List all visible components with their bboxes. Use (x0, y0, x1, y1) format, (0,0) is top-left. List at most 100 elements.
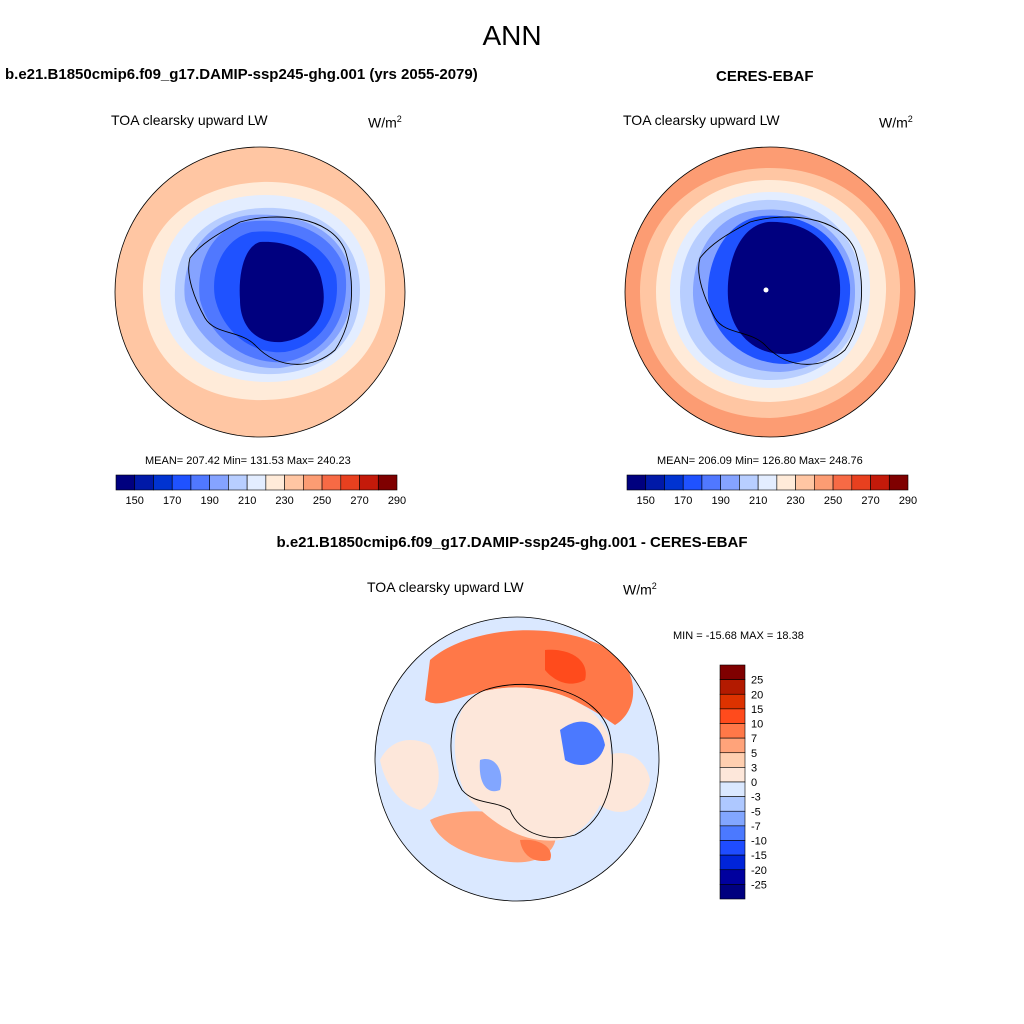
model-colorbar-tick-label: 290 (388, 495, 406, 507)
diff-colorbar-tick-label: 3 (751, 762, 757, 774)
obs-map-border (624, 146, 916, 438)
obs-colorbar-box (870, 474, 890, 491)
model-colorbar-box (153, 474, 173, 491)
model-colorbar-tick-label: 150 (126, 495, 144, 507)
diff-colorbar-tick-label: 15 (751, 704, 763, 716)
diff-map-cool-east (560, 721, 605, 765)
obs-colorbar-tick-label: 250 (824, 495, 842, 507)
obs-colorbar-box (701, 474, 721, 491)
obs-colorbar-box (776, 474, 796, 491)
obs-colorbar-tick-label: 290 (899, 495, 917, 507)
model-colorbar-box (190, 474, 210, 491)
diff-polar-map (375, 617, 659, 901)
diff-variable-label: TOA clearsky upward LW (367, 579, 524, 595)
obs-colorbar-box (739, 474, 759, 491)
diff-colorbar-tick-label: -3 (751, 792, 761, 804)
diff-units-label: W/m2 (623, 581, 657, 598)
model-colorbar-tick-label: 190 (200, 495, 218, 507)
diff-colorbar-box (719, 752, 746, 768)
diff-map-warm-band (425, 630, 634, 725)
model-panel-title: b.e21.B1850cmip6.f09_g17.DAMIP-ssp245-gh… (5, 66, 478, 83)
diff-colorbar-tick-label: -25 (751, 879, 767, 891)
model-colorbar-box (228, 474, 248, 491)
diff-colorbar-tick-label: 7 (751, 733, 757, 745)
diff-colorbar-box (719, 810, 746, 827)
diff-colorbar-box (719, 840, 746, 856)
diff-colorbar-box (719, 825, 746, 841)
obs-colorbar-box (851, 474, 871, 491)
obs-polar-map (625, 147, 915, 437)
diff-colorbar-box (719, 854, 746, 871)
model-colorbar-box (171, 474, 192, 491)
diff-colorbar-box (719, 781, 746, 797)
diff-map-warm-core (545, 649, 586, 684)
model-colorbar-box (115, 474, 136, 491)
model-colorbar-tick-label: 170 (163, 495, 181, 507)
model-polar-map (115, 147, 405, 437)
diff-map-cool-west (479, 759, 502, 792)
model-colorbar-box (209, 474, 229, 491)
diff-colorbar-box (719, 767, 746, 783)
diff-colorbar-box (719, 723, 746, 739)
diff-colorbar-box (719, 679, 746, 695)
diff-colorbar-tick-label: -10 (751, 836, 767, 848)
diff-stats: MIN = -15.68 MAX = 18.38 (673, 630, 804, 642)
model-colorbar-box (303, 474, 323, 491)
model-colorbar-tick-label: 270 (350, 495, 368, 507)
diff-colorbar-box (719, 884, 746, 900)
diff-colorbar: 25 20 15 10 7 5 3 0 -3 -5 -7 -10 -15 -20 -25 (719, 664, 767, 900)
diff-colorbar-tick-label: 5 (751, 748, 757, 760)
model-colorbar-box (134, 474, 154, 491)
obs-colorbar-tick-label: 230 (786, 495, 804, 507)
obs-stats: MEAN= 206.09 Min= 126.80 Max= 248.76 (657, 455, 863, 467)
obs-colorbar-box (645, 474, 665, 491)
diff-map-border (374, 616, 660, 902)
obs-variable-label: TOA clearsky upward LW (623, 112, 780, 128)
obs-units-label: W/m2 (879, 114, 913, 131)
diff-colorbar-tick-label: -5 (751, 806, 761, 818)
obs-colorbar-tick-label: 190 (711, 495, 729, 507)
diff-colorbar-tick-label: -20 (751, 865, 767, 877)
model-map-coastline (188, 216, 352, 365)
obs-colorbar-tick-label: 170 (674, 495, 692, 507)
obs-colorbar-box (757, 474, 778, 491)
model-colorbar-box (359, 474, 379, 491)
obs-colorbar-box (682, 474, 703, 491)
model-stats: MEAN= 207.42 Min= 131.53 Max= 240.23 (145, 455, 351, 467)
model-colorbar-tick-label: 230 (275, 495, 293, 507)
obs-colorbar-tick-label: 210 (749, 495, 767, 507)
diff-colorbar-box (719, 664, 746, 680)
model-colorbar-tick-label: 210 (238, 495, 256, 507)
obs-colorbar-box (832, 474, 853, 491)
obs-map-coastline (698, 216, 862, 365)
diff-colorbar-box (719, 693, 746, 710)
obs-map-pole-marker (763, 287, 769, 293)
obs-colorbar-tick-label: 150 (637, 495, 655, 507)
model-colorbar-box (340, 474, 360, 491)
diff-colorbar-tick-label: -15 (751, 850, 767, 862)
obs-colorbar-tick-label: 270 (861, 495, 879, 507)
obs-colorbar: 150 170 190 210 230 250 270 290 (626, 474, 917, 507)
obs-colorbar-box (814, 474, 834, 491)
diff-colorbar-tick-label: 25 (751, 675, 763, 687)
model-colorbar-box (284, 474, 304, 491)
model-colorbar-box (246, 474, 267, 491)
diff-colorbar-tick-label: 20 (751, 689, 763, 701)
obs-map-core (727, 221, 841, 355)
diff-map-pale-west (380, 740, 439, 810)
diff-colorbar-tick-label: 10 (751, 719, 763, 731)
obs-colorbar-box (888, 474, 909, 491)
obs-colorbar-box (664, 474, 684, 491)
obs-colorbar-box (626, 474, 647, 491)
model-colorbar-box (377, 474, 398, 491)
diff-map-coastline (450, 683, 613, 838)
diff-colorbar-box (719, 737, 746, 754)
obs-panel-title: CERES-EBAF (716, 68, 814, 85)
diff-colorbar-box (719, 796, 746, 812)
obs-colorbar-box (795, 474, 815, 491)
diff-colorbar-box (719, 708, 746, 724)
model-colorbar: 150 170 190 210 230 250 270 290 (115, 474, 406, 507)
obs-colorbar-box (720, 474, 740, 491)
model-map-core (239, 241, 324, 343)
